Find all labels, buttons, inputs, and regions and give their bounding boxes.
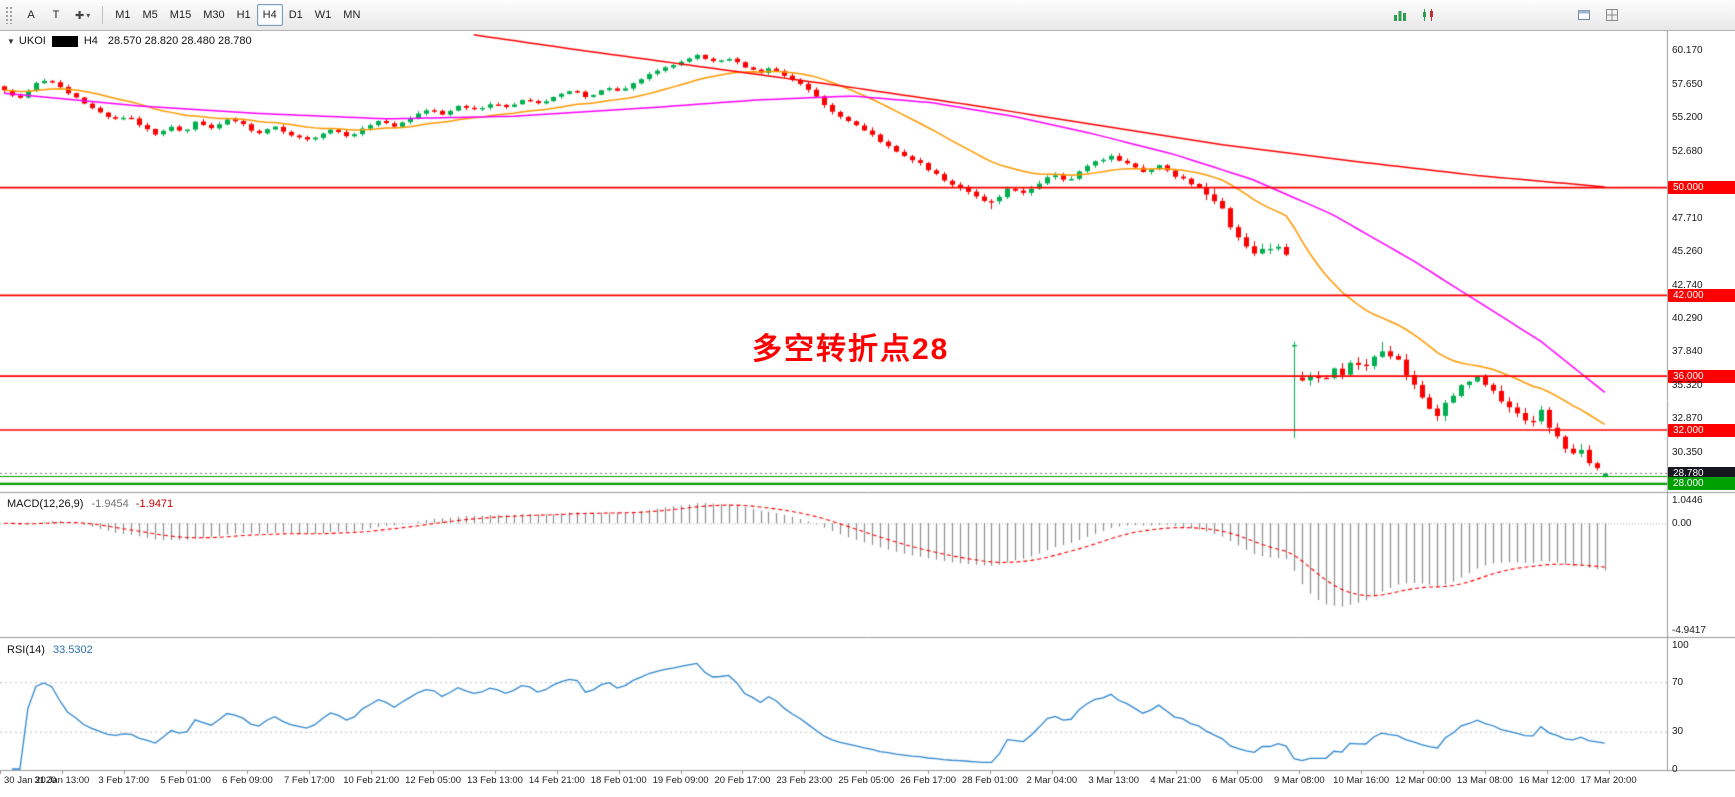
toolbar-right-group-2 xyxy=(1572,3,1624,27)
time-label: 13 Feb 13:00 xyxy=(466,775,523,786)
price-label-35.320: 35.320 xyxy=(1672,379,1703,391)
time-label: 31 Jan 13:00 xyxy=(34,775,90,786)
macd-scale-label-1.0446: 1.0446 xyxy=(1672,495,1703,507)
time-label: 6 Mar 05:00 xyxy=(1212,775,1263,786)
time-label: 13 Mar 08:00 xyxy=(1456,775,1513,786)
time-label: 3 Feb 17:00 xyxy=(98,775,150,786)
candle-chart-icon[interactable] xyxy=(1416,3,1440,27)
price-label-60.170: 60.170 xyxy=(1672,45,1703,57)
price-label-37.840: 37.840 xyxy=(1672,345,1703,357)
rsi-scale-label-0: 0 xyxy=(1672,763,1678,775)
tf-button-m30[interactable]: M30 xyxy=(197,4,230,26)
time-label: 19 Feb 09:00 xyxy=(652,775,709,786)
macd-scale-label--4.9417: -4.9417 xyxy=(1672,624,1706,636)
time-label: 10 Feb 21:00 xyxy=(343,775,400,786)
toolbar: A T ✚ ▾ M1 M5 M15 M30 H1 H4 D1 W1 MN xyxy=(0,0,1735,31)
rsi-scale-label-30: 30 xyxy=(1672,726,1684,738)
tf-button-d1[interactable]: D1 xyxy=(283,4,309,26)
time-label: 28 Feb 01:00 xyxy=(961,775,1018,786)
arrow-tool-button[interactable]: A xyxy=(19,4,43,26)
time-label: 17 Mar 20:00 xyxy=(1580,775,1637,786)
time-label: 2 Mar 04:00 xyxy=(1026,775,1078,786)
chart-period: H4 xyxy=(83,35,98,47)
time-label: 26 Feb 17:00 xyxy=(900,775,957,786)
collapse-triangle-icon[interactable]: ▼ xyxy=(7,36,15,46)
price-label-52.680: 52.680 xyxy=(1672,145,1703,157)
price-label-45.260: 45.260 xyxy=(1672,245,1703,257)
time-label: 12 Feb 05:00 xyxy=(405,775,462,786)
time-label: 25 Feb 05:00 xyxy=(838,775,895,786)
tf-button-h1[interactable]: H1 xyxy=(231,4,257,26)
tf-button-m1[interactable]: M1 xyxy=(109,4,136,26)
price-label-40.290: 40.290 xyxy=(1672,312,1703,324)
rsi-scale-label-70: 70 xyxy=(1672,676,1684,688)
chart-annotation-text[interactable]: 多空转折点28 xyxy=(752,333,950,366)
price-label-47.710: 47.710 xyxy=(1672,212,1703,224)
text-tool-button[interactable]: T xyxy=(44,4,68,26)
price-label-57.650: 57.650 xyxy=(1672,79,1703,91)
time-label: 16 Mar 12:00 xyxy=(1518,775,1575,786)
time-label: 14 Feb 21:00 xyxy=(528,775,585,786)
time-label: 5 Feb 01:00 xyxy=(160,775,211,786)
ohlc-values: 28.570 28.820 28.480 28.780 xyxy=(107,35,252,47)
rsi-scale-label-100: 100 xyxy=(1672,639,1689,651)
time-label: 20 Feb 17:00 xyxy=(714,775,771,786)
price-label-50.000: 50.000 xyxy=(1668,181,1735,195)
chevron-down-icon: ▾ xyxy=(86,10,91,20)
price-scale[interactable]: 60.170 57.650 55.200 52.680 50.000 47.710 45.2… xyxy=(1667,30,1735,775)
price-label-42.000: 42.000 xyxy=(1668,288,1735,302)
time-label: 23 Feb 23:00 xyxy=(776,775,833,786)
tf-button-h4[interactable]: H4 xyxy=(256,4,283,26)
price-label-28.000: 28.000 xyxy=(1668,477,1735,491)
timeframe-button-group: M1 M5 M15 M30 H1 H4 D1 W1 MN xyxy=(109,4,366,26)
time-label: 10 Mar 16:00 xyxy=(1333,775,1390,786)
chart-ohlc-header: ▼ UKOI H4 28.570 28.820 28.480 28.780 xyxy=(7,35,252,47)
crosshair-icon: ✚ xyxy=(75,9,85,22)
macd-main-value: -1.9454 xyxy=(91,498,129,510)
macd-signal-value: -1.9471 xyxy=(135,498,174,510)
tf-button-w1[interactable]: W1 xyxy=(309,4,338,26)
time-label: 30 Jan 2020 xyxy=(4,775,57,786)
price-label-32.000: 32.000 xyxy=(1668,423,1735,437)
toolbar-separator xyxy=(102,6,104,24)
time-label: 12 Mar 00:00 xyxy=(1395,775,1452,786)
time-label: 6 Feb 09:00 xyxy=(222,775,273,786)
bar-chart-icon[interactable] xyxy=(1388,3,1412,27)
symbol-name: UKOI xyxy=(18,35,46,47)
toolbar-right-group-1 xyxy=(1388,3,1440,27)
new-window-icon[interactable] xyxy=(1572,3,1596,27)
price-label-42.740: 42.740 xyxy=(1672,279,1703,291)
rsi-value: 33.5302 xyxy=(52,644,93,656)
time-label: 18 Feb 01:00 xyxy=(590,775,647,786)
price-label-30.350: 30.350 xyxy=(1672,446,1703,458)
rsi-indicator-label: RSI(14) 33.5302 xyxy=(7,644,93,656)
price-label-36.000: 36.000 xyxy=(1668,369,1735,383)
tf-button-m15[interactable]: M15 xyxy=(164,4,197,26)
time-axis[interactable]: 30 Jan 2020 31 Jan 13:00 3 Feb 17:00 5 Feb … xyxy=(0,771,1667,797)
time-label: 3 Mar 13:00 xyxy=(1088,775,1140,786)
macd-indicator-label: MACD(12,26,9) -1.9454 -1.9471 xyxy=(7,498,173,510)
price-label-55.200: 55.200 xyxy=(1672,112,1703,124)
time-label: 7 Feb 17:00 xyxy=(283,775,335,786)
cursor-tool-button[interactable]: ✚ ▾ xyxy=(69,4,96,26)
macd-title: MACD(12,26,9) xyxy=(7,498,84,510)
tf-button-mn[interactable]: MN xyxy=(337,4,366,26)
toolbar-drag-handle[interactable] xyxy=(5,6,14,24)
time-label: 9 Mar 08:00 xyxy=(1273,775,1325,786)
rsi-title: RSI(14) xyxy=(7,644,45,656)
symbol-redaction-box xyxy=(51,35,78,47)
price-label-32.870: 32.870 xyxy=(1672,412,1703,424)
price-label-28.780: 28.780 xyxy=(1668,466,1735,480)
tf-button-m5[interactable]: M5 xyxy=(137,4,164,26)
time-label: 4 Mar 21:00 xyxy=(1150,775,1201,786)
grid-icon[interactable] xyxy=(1600,3,1624,27)
macd-scale-label-0.00: 0.00 xyxy=(1672,517,1692,529)
